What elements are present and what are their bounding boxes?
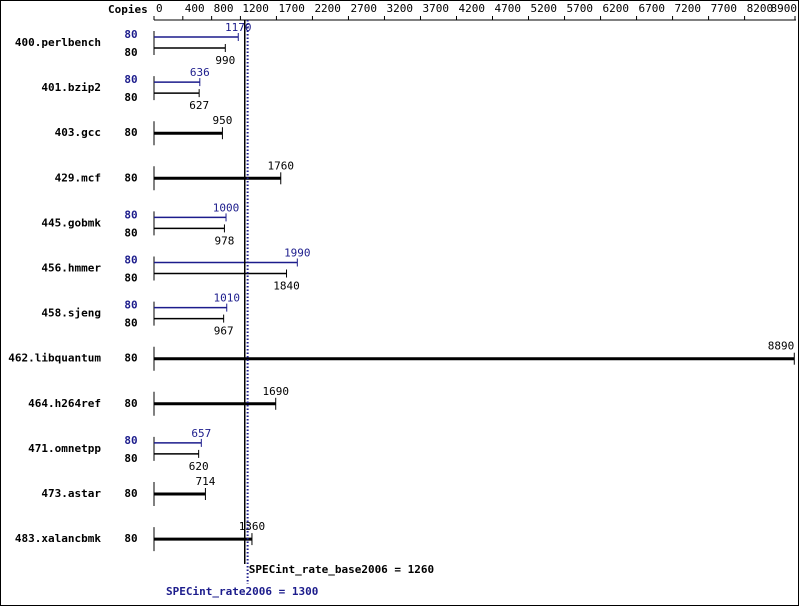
x-tick-label: 2200 <box>314 2 341 15</box>
x-tick-label: 4700 <box>495 2 522 15</box>
value-label: 1840 <box>273 280 300 293</box>
copies: 80 <box>124 91 137 104</box>
x-tick-label: 0 <box>156 2 163 15</box>
x-tick-label: 7700 <box>711 2 738 15</box>
benchmark-label: 458.sjeng <box>41 307 101 320</box>
value-label: 1990 <box>284 247 311 260</box>
copies: 80 <box>124 126 137 139</box>
x-tick-label: 1700 <box>278 2 305 15</box>
copies: 80 <box>124 208 137 221</box>
value-label: 8890 <box>768 340 795 353</box>
benchmark-label: 403.gcc <box>55 126 101 139</box>
value-label: 657 <box>191 427 211 440</box>
copies: 80 <box>124 226 137 239</box>
copies: 80 <box>124 254 137 267</box>
benchmark-label: 401.bzip2 <box>41 81 101 94</box>
x-tick-label: 6700 <box>639 2 666 15</box>
copies: 80 <box>124 452 137 465</box>
value-label: 990 <box>215 54 235 67</box>
value-label: 967 <box>214 325 234 338</box>
value-label: 1360 <box>239 520 266 533</box>
x-tick-label: 3700 <box>422 2 449 15</box>
x-tick-label: 400 <box>185 2 205 15</box>
copies: 80 <box>124 397 137 410</box>
benchmark-label: 473.astar <box>41 487 101 500</box>
benchmark-label: 429.mcf <box>55 171 101 184</box>
value-label: 636 <box>190 66 210 79</box>
copies: 80 <box>124 352 137 365</box>
copies: 80 <box>124 272 137 285</box>
reference-label: SPECint_rate_base2006 = 1260 <box>249 563 434 576</box>
x-tick-label: 8200 <box>747 2 774 15</box>
x-tick-label: 6200 <box>603 2 630 15</box>
benchmark-label: 462.libquantum <box>8 352 101 365</box>
x-tick-label: 8900 <box>771 2 798 15</box>
x-tick-label: 3200 <box>386 2 413 15</box>
value-label: 978 <box>215 234 235 247</box>
value-label: 1000 <box>213 201 240 214</box>
copies: 80 <box>124 171 137 184</box>
benchmark-label: 456.hmmer <box>41 262 101 275</box>
value-label: 1690 <box>262 385 289 398</box>
reference-label: SPECint_rate2006 = 1300 <box>166 585 318 598</box>
x-tick-label: 2700 <box>350 2 377 15</box>
x-tick-label: 7200 <box>675 2 702 15</box>
x-tick-label: 4200 <box>458 2 485 15</box>
x-tick-label: 1200 <box>242 2 269 15</box>
copies: 80 <box>124 46 137 59</box>
x-tick-label: 5700 <box>567 2 594 15</box>
copies: 80 <box>124 487 137 500</box>
x-tick-label: 800 <box>214 2 234 15</box>
value-label: 950 <box>212 114 232 127</box>
benchmark-label: 471.omnetpp <box>28 442 101 455</box>
copies: 80 <box>124 434 137 447</box>
value-label: 627 <box>189 99 209 112</box>
value-label: 1010 <box>213 292 240 305</box>
copies: 80 <box>124 299 137 312</box>
value-label: 714 <box>195 475 215 488</box>
copies-header: Copies <box>108 3 148 16</box>
value-label: 1760 <box>268 159 295 172</box>
benchmark-label: 445.gobmk <box>41 216 101 229</box>
benchmark-label: 483.xalancbmk <box>15 532 101 545</box>
copies: 80 <box>124 28 137 41</box>
benchmark-label: 400.perlbench <box>15 36 101 49</box>
copies: 80 <box>124 73 137 86</box>
x-tick-label: 5200 <box>531 2 558 15</box>
value-label: 620 <box>189 460 209 473</box>
copies: 80 <box>124 532 137 545</box>
benchmark-label: 464.h264ref <box>28 397 101 410</box>
copies: 80 <box>124 317 137 330</box>
